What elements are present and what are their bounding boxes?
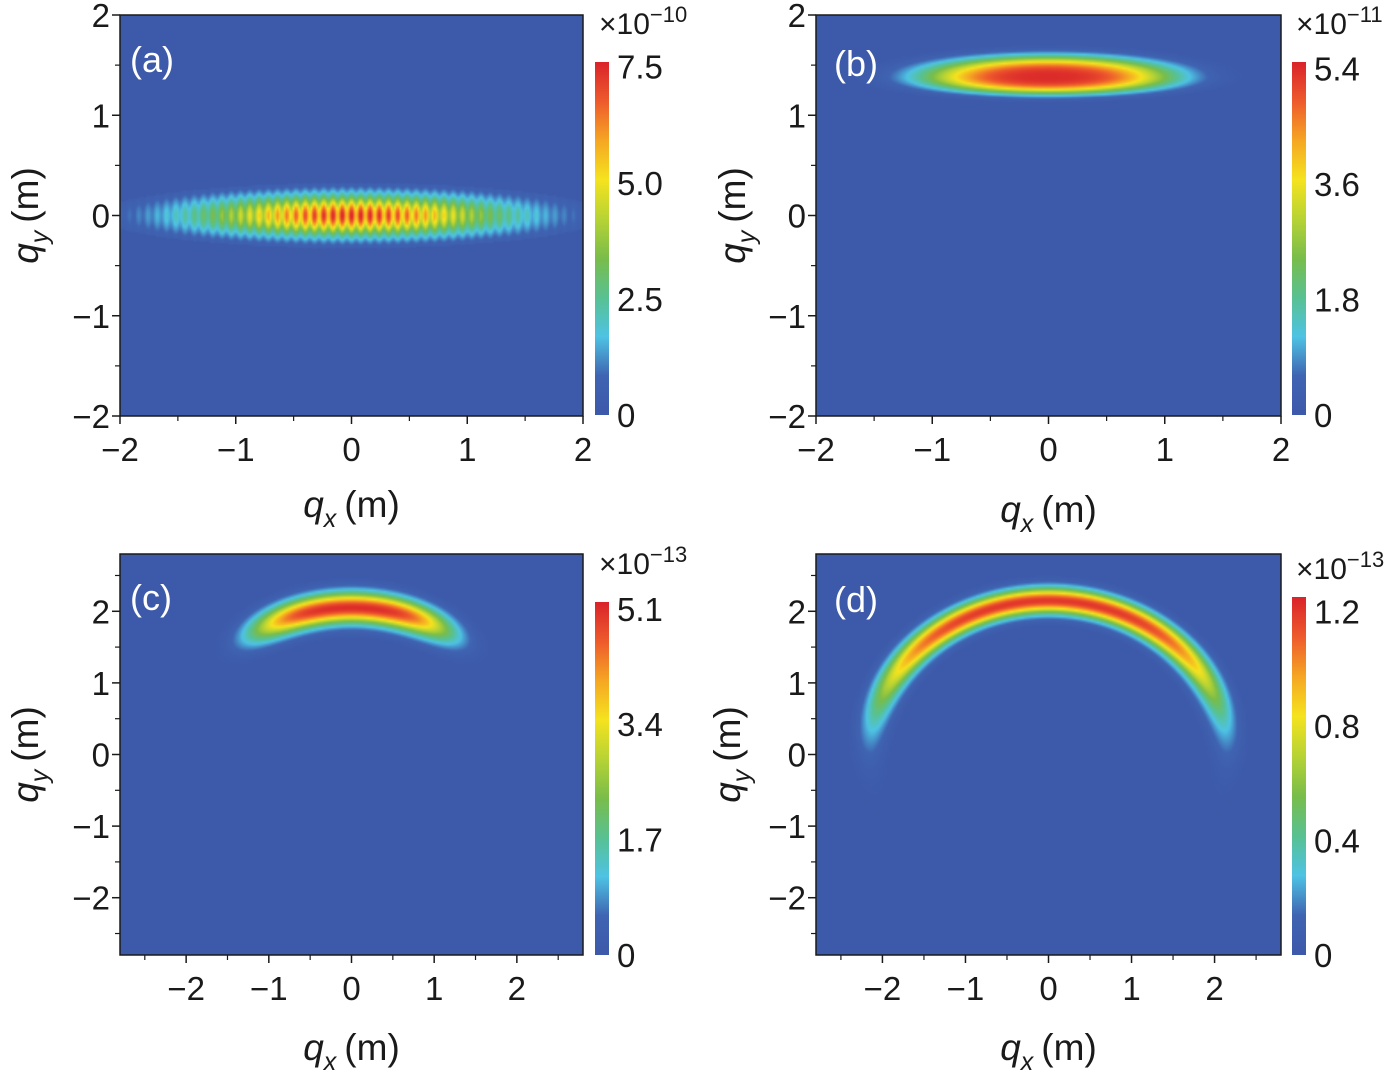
colorbar-tick-label: 5.4 [1314, 50, 1360, 87]
x-tick-label: −1 [217, 431, 255, 468]
y-tick-label: −1 [768, 808, 806, 845]
heatmap-image [816, 15, 1281, 416]
x-tick-label: −1 [913, 431, 951, 468]
x-tick-label: 0 [342, 431, 360, 468]
colorbar [595, 62, 609, 415]
colorbar-tick-label: 0.4 [1314, 822, 1360, 859]
x-axis-label: qx (m) [303, 1027, 400, 1076]
colorbar [1292, 62, 1306, 415]
colorbar-multiplier: ×10−10 [599, 2, 687, 41]
colorbar-ticks: 0 2.5 5.0 7.5 [617, 49, 663, 434]
y-tick-label: 0 [788, 737, 806, 774]
colorbar-multiplier: ×10−13 [1296, 547, 1384, 586]
axis-ticks: −2 −1 0 1 2 −2 −1 0 1 2 [72, 574, 559, 1007]
y-tick-label: 1 [788, 97, 806, 134]
x-tick-label: −2 [101, 431, 139, 468]
panel-b: −2 −1 0 1 2 −2 −1 0 1 2 (b) qx (m) qy(m) 0 1.8 3.6 5.… [712, 0, 1383, 538]
colorbar-ticks: 0 1.8 3.6 5.4 [1314, 50, 1360, 434]
x-axis-label: qx (m) [303, 484, 400, 533]
y-tick-label: 0 [788, 198, 806, 235]
colorbar-tick-label: 3.6 [1314, 166, 1360, 203]
colorbar-tick-label: 7.5 [617, 49, 663, 86]
y-axis-label: qy(m) [5, 706, 54, 803]
colorbar-tick-label: 3.4 [617, 706, 663, 743]
x-tick-label: −1 [947, 970, 985, 1007]
colorbar-tick-label: 5.0 [617, 165, 663, 202]
panel-label: (b) [834, 43, 878, 84]
x-tick-label: 0 [342, 970, 360, 1007]
axis-ticks: −2 −1 0 1 2 −2 −1 0 1 2 [768, 574, 1257, 1007]
x-tick-label: 2 [1272, 431, 1290, 468]
heatmap-image [120, 554, 583, 955]
colorbar-ticks: 0 0.4 0.8 1.2 [1314, 593, 1360, 974]
colorbar-tick-label: 2.5 [617, 281, 663, 318]
y-tick-label: −2 [72, 880, 110, 917]
colorbar-tick-label: 1.8 [1314, 281, 1360, 318]
colorbar-ticks: 0 1.7 3.4 5.1 [617, 591, 663, 974]
y-tick-label: −1 [768, 298, 806, 335]
y-tick-label: 2 [788, 0, 806, 34]
y-tick-label: −2 [768, 880, 806, 917]
colorbar-tick-label: 1.2 [1314, 593, 1360, 630]
colorbar-tick-label: 0.8 [1314, 708, 1360, 745]
y-tick-label: 2 [788, 593, 806, 630]
panel-label: (a) [130, 39, 174, 80]
x-tick-label: 2 [1205, 970, 1223, 1007]
x-tick-label: 1 [1156, 431, 1174, 468]
colorbar-tick-label: 0 [617, 937, 635, 974]
x-axis-label: qx (m) [1000, 489, 1097, 538]
x-tick-label: 0 [1039, 431, 1057, 468]
y-tick-label: 1 [788, 665, 806, 702]
axis-ticks: −2 −1 0 1 2 −2 −1 0 1 2 [72, 0, 592, 468]
x-tick-label: 0 [1039, 970, 1057, 1007]
x-tick-label: −2 [797, 431, 835, 468]
colorbar-tick-label: 0 [1314, 937, 1332, 974]
y-tick-label: −2 [768, 398, 806, 435]
y-tick-label: 0 [92, 198, 110, 235]
y-tick-label: 2 [92, 0, 110, 34]
axis-ticks: −2 −1 0 1 2 −2 −1 0 1 2 [768, 0, 1290, 468]
x-tick-label: 1 [1122, 970, 1140, 1007]
x-tick-label: −2 [167, 970, 205, 1007]
x-tick-label: −2 [864, 970, 902, 1007]
panel-c: −2 −1 0 1 2 −2 −1 0 1 2 (c) qx (m) qy(m) 0 1.7 3.4 5.… [5, 542, 687, 1076]
colorbar-multiplier: ×10−13 [599, 542, 687, 581]
heatmap-image [816, 554, 1281, 955]
panel-a: −2 −1 0 1 2 −2 −1 0 1 2 (a) qx (m) qy(m) 0 2.5 5.0 7.… [5, 0, 687, 533]
colorbar [1292, 597, 1306, 955]
x-tick-label: 2 [508, 970, 526, 1007]
x-axis-label: qx (m) [1000, 1027, 1097, 1076]
colorbar-tick-label: 0 [1314, 397, 1332, 434]
y-tick-label: 0 [92, 737, 110, 774]
y-tick-label: 2 [92, 593, 110, 630]
colorbar-tick-label: 0 [617, 397, 635, 434]
x-tick-label: −1 [250, 970, 288, 1007]
y-tick-label: −2 [72, 398, 110, 435]
y-tick-label: −1 [72, 808, 110, 845]
x-tick-label: 1 [425, 970, 443, 1007]
colorbar-tick-label: 1.7 [617, 822, 663, 859]
y-tick-label: 1 [92, 97, 110, 134]
y-tick-label: 1 [92, 665, 110, 702]
x-tick-label: 2 [574, 431, 592, 468]
colorbar-multiplier: ×10−11 [1296, 2, 1383, 41]
panel-label: (d) [834, 579, 878, 620]
x-tick-label: 1 [458, 431, 476, 468]
y-axis-label: qy(m) [712, 167, 761, 264]
colorbar-tick-label: 5.1 [617, 591, 663, 628]
colorbar [595, 602, 609, 955]
y-axis-label: qy(m) [5, 167, 54, 264]
panel-label: (c) [130, 577, 172, 618]
y-axis-label: qy(m) [707, 706, 756, 803]
heatmap-image [120, 15, 583, 416]
panel-d: −2 −1 0 1 2 −2 −1 0 1 2 (d) qx (m) qy(m) 0 0.4 0.8 1.… [707, 547, 1384, 1076]
y-tick-label: −1 [72, 298, 110, 335]
